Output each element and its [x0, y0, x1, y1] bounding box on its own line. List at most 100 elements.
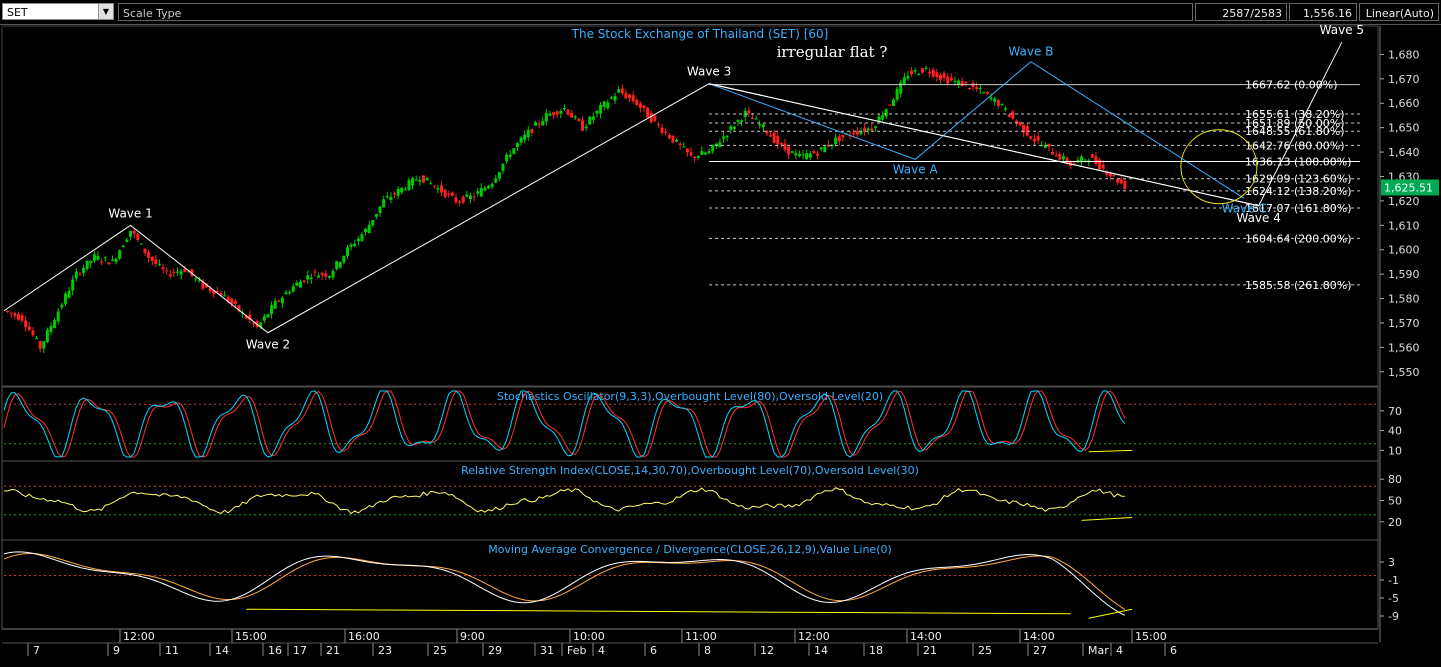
candle-body: [577, 118, 581, 122]
wave-label: Wave 1: [108, 206, 152, 220]
scale-type-field[interactable]: Scale Type: [118, 3, 1193, 21]
candle-body: [45, 329, 49, 342]
candle-body: [447, 193, 451, 195]
candle-body: [711, 144, 715, 152]
price-panel: 1,550 1,560 1,570 1,580 1,590 1,600 1,610 1,620…: [1, 24, 1439, 642]
candle-body: [913, 70, 917, 72]
rsi-tick-label: 20: [1388, 516, 1402, 529]
candle-body: [562, 108, 566, 110]
last-price-label: 1,625.51: [1384, 181, 1433, 194]
macd-tick-label: -5: [1388, 592, 1399, 605]
candle-body: [168, 274, 172, 277]
candle-body: [552, 112, 556, 116]
candle-body: [327, 276, 331, 278]
fib-level-label: 1624.12 (138.20%): [1245, 185, 1352, 198]
date-tick-label: 23: [378, 644, 392, 657]
candle-body: [899, 82, 903, 94]
candle-body: [1116, 178, 1120, 183]
symbol-value: SET: [7, 6, 28, 19]
candle-body: [1076, 159, 1080, 161]
candle-body: [356, 238, 360, 242]
candle-body: [906, 75, 910, 79]
candle-body: [1080, 156, 1084, 163]
candle-body: [837, 136, 841, 142]
candle-body: [31, 330, 35, 336]
candle-body: [494, 178, 498, 183]
fib-level-label: 1629.09 (123.60%): [1245, 173, 1352, 186]
scale-mode-button[interactable]: Linear(Auto): [1359, 3, 1439, 21]
candle-body: [194, 278, 198, 280]
candle-body: [223, 295, 227, 297]
stochastic-d-line: [3, 390, 1126, 458]
candle-body: [270, 305, 274, 315]
time-axis: 12:00 15:00 16:00 9:00 10:00 11:00 12:00 14:00 1…: [2, 628, 1378, 657]
price-tick-label: 1,570: [1388, 317, 1420, 330]
date-tick-label: Mar: [1088, 644, 1109, 657]
candle-body: [501, 163, 505, 171]
fib-level-label: 1585.58 (261.80%): [1245, 279, 1352, 292]
price-tick-label: 1,600: [1388, 244, 1420, 257]
channel-line: [708, 83, 1259, 207]
candle-body: [129, 230, 133, 237]
candle-body: [718, 142, 722, 147]
candle-body: [653, 115, 657, 121]
candle-body: [360, 234, 364, 241]
rsi-tick-label: 80: [1388, 473, 1402, 486]
candle-body: [150, 256, 154, 262]
candle-body: [541, 120, 545, 126]
candle-body: [82, 268, 86, 273]
stochastic-tick-label: 40: [1388, 425, 1402, 438]
candle-body: [443, 189, 447, 198]
candle-body: [186, 271, 190, 273]
fib-level-label: 1651.89 (50.00%): [1245, 117, 1345, 130]
chart-title: The Stock Exchange of Thailand (SET) [60…: [571, 27, 829, 41]
candle-body: [635, 99, 639, 106]
wave-count-line: [3, 41, 1343, 334]
fib-level-label: 1667.62 (0.00%): [1245, 79, 1338, 92]
candle-body: [946, 76, 950, 84]
candle-body: [863, 127, 867, 132]
symbol-select[interactable]: SET ▼: [2, 3, 114, 20]
candle-body: [27, 326, 31, 331]
candle-body: [1051, 151, 1055, 155]
price-tick-label: 1,550: [1388, 366, 1420, 379]
date-tick-label: 14: [215, 644, 229, 657]
candle-body: [581, 120, 585, 131]
toolbar: SET ▼ Scale Type 2587/2583 1,556.16 Line…: [0, 0, 1441, 25]
candle-body: [649, 112, 653, 123]
date-tick-label: 18: [869, 644, 883, 657]
date-tick-label: 4: [1116, 644, 1123, 657]
candle-body: [472, 196, 476, 198]
price-tick-label: 1,650: [1388, 122, 1420, 135]
chart-area[interactable]: 1,550 1,560 1,570 1,580 1,590 1,600 1,610 1,620…: [0, 24, 1441, 667]
candle-body: [147, 252, 151, 258]
candle-body: [63, 293, 67, 304]
stochastic-panel: Stochastics Oscillator(9,3,3),Overbought…: [1, 386, 1402, 462]
chevron-down-icon[interactable]: ▼: [98, 4, 113, 19]
candle-body: [165, 270, 169, 272]
candle-body: [230, 298, 234, 304]
candle-body: [917, 73, 921, 76]
candle-body: [664, 131, 668, 133]
price-panel-frame: [1, 25, 1379, 387]
candle-body: [624, 92, 628, 99]
status-strip: [1170, 655, 1441, 667]
time-tick-label: 9:00: [460, 630, 485, 643]
candle-body: [346, 247, 349, 256]
rsi-line: [3, 487, 1125, 515]
stochastic-k-line: [3, 390, 1126, 458]
candle-body: [461, 196, 465, 203]
candle-body: [548, 113, 552, 116]
candle-body: [920, 68, 924, 73]
candle-body: [1007, 114, 1011, 118]
candle-body: [38, 341, 42, 349]
candle-body: [526, 129, 530, 138]
candle-body: [985, 92, 989, 94]
candle-body: [331, 271, 335, 278]
candle-body: [212, 290, 216, 295]
candle-body: [797, 154, 801, 157]
candle-body: [964, 81, 968, 84]
candle-body: [49, 326, 53, 332]
candle-body: [110, 259, 114, 261]
candle-body: [85, 260, 89, 270]
